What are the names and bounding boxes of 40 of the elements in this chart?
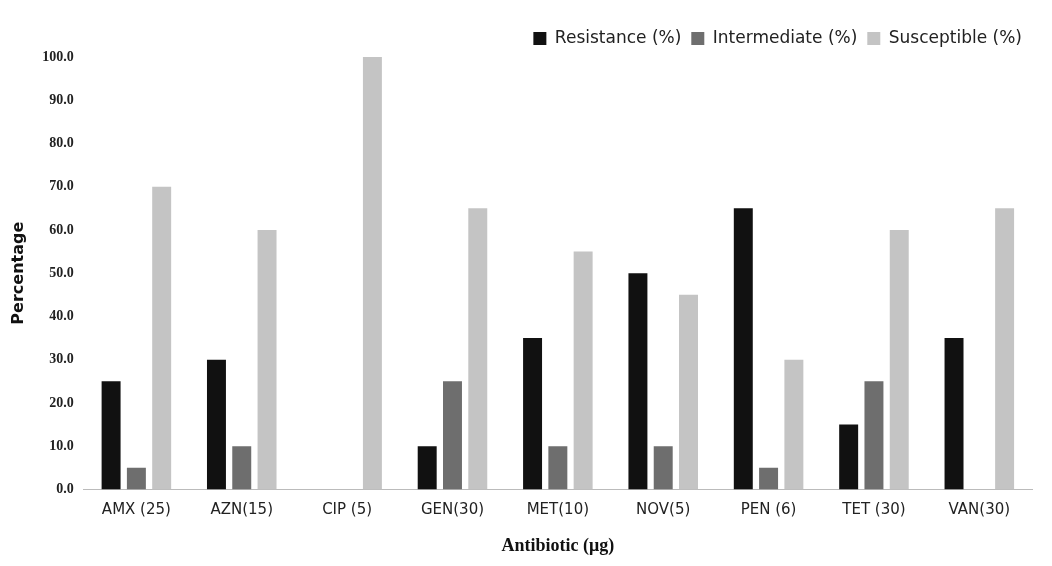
y-tick-label: 30.0: [49, 351, 74, 367]
x-tick-label: AMX (25): [101, 500, 171, 519]
bar: [628, 273, 648, 490]
x-tick-label: GEN(30): [420, 500, 485, 519]
y-axis-title: Percentage: [7, 221, 27, 325]
y-tick-label: 90.0: [49, 91, 74, 107]
x-tick-label: NOV(5): [636, 500, 691, 519]
bar: [101, 381, 121, 490]
bar: [232, 446, 252, 490]
y-tick-label: 10.0: [49, 437, 74, 453]
x-tick-label: AZN(15): [210, 500, 274, 519]
legend-label: Susceptible (%): [888, 26, 1022, 47]
x-tick-label: PEN (6): [740, 500, 797, 519]
y-tick-label: 20.0: [49, 394, 74, 410]
y-tick-label: 40.0: [49, 308, 74, 324]
y-tick-label: 50.0: [49, 264, 74, 280]
bar: [839, 424, 859, 490]
bar: [653, 446, 673, 490]
y-tick-label: 70.0: [49, 178, 74, 194]
y-tick-label: 80.0: [49, 135, 74, 151]
bar: [944, 338, 964, 490]
bar: [523, 338, 543, 490]
bar: [126, 467, 146, 490]
legend-label: Intermediate (%): [712, 26, 858, 47]
x-tick-label: VAN(30): [948, 500, 1011, 519]
y-tick-label: 0.0: [56, 481, 74, 497]
bar: [864, 381, 884, 490]
y-tick-label: 60.0: [49, 221, 74, 237]
bar: [759, 467, 779, 490]
x-axis-title: Antibiotic (μg): [501, 534, 615, 556]
y-tick-label: 100.0: [42, 48, 74, 64]
x-tick-label: MET(10): [526, 500, 590, 519]
bar: [206, 359, 226, 490]
bar: [548, 446, 568, 490]
legend-label: Resistance (%): [554, 26, 682, 47]
bar: [733, 208, 753, 490]
bar: [443, 381, 462, 490]
bar: [417, 446, 437, 490]
x-tick-label: CIP (5): [322, 500, 373, 519]
x-tick-label: TET (30): [841, 500, 906, 519]
